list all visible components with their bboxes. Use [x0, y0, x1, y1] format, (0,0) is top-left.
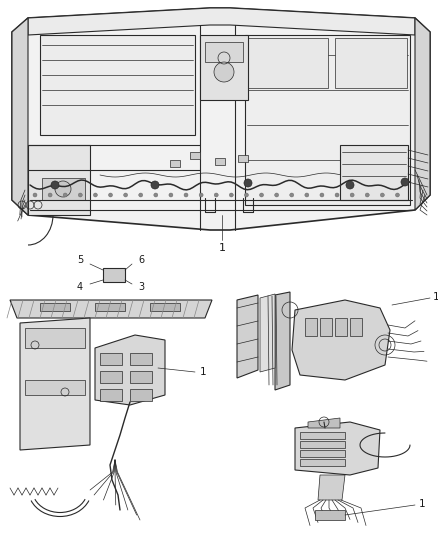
- Circle shape: [304, 193, 308, 197]
- Bar: [95, 303, 125, 311]
- Circle shape: [334, 193, 338, 197]
- Circle shape: [199, 193, 203, 197]
- Circle shape: [78, 193, 82, 197]
- Circle shape: [153, 193, 157, 197]
- Polygon shape: [95, 335, 165, 405]
- Polygon shape: [317, 475, 344, 500]
- Bar: [205, 42, 243, 62]
- Text: 1: 1: [418, 499, 425, 509]
- Text: 4: 4: [77, 282, 83, 292]
- Bar: [25, 380, 85, 395]
- Circle shape: [274, 193, 278, 197]
- Circle shape: [259, 193, 263, 197]
- Bar: [299, 450, 344, 457]
- Bar: [103, 268, 125, 282]
- Circle shape: [55, 181, 71, 197]
- Circle shape: [124, 193, 127, 197]
- Bar: [100, 353, 122, 365]
- Circle shape: [93, 193, 97, 197]
- Circle shape: [229, 193, 233, 197]
- Bar: [40, 35, 194, 135]
- Bar: [215, 158, 225, 165]
- Text: 1: 1: [200, 367, 206, 377]
- Circle shape: [350, 193, 353, 197]
- Polygon shape: [294, 422, 379, 475]
- Circle shape: [395, 193, 399, 197]
- Bar: [130, 353, 152, 365]
- Bar: [334, 38, 406, 88]
- Bar: [299, 459, 344, 466]
- Circle shape: [289, 193, 293, 197]
- Bar: [334, 318, 346, 336]
- Bar: [339, 145, 407, 200]
- Polygon shape: [10, 300, 212, 318]
- Circle shape: [345, 181, 353, 189]
- Circle shape: [108, 193, 112, 197]
- Bar: [200, 35, 247, 100]
- Bar: [150, 303, 180, 311]
- Circle shape: [379, 193, 384, 197]
- Bar: [190, 152, 200, 159]
- Circle shape: [244, 193, 248, 197]
- Circle shape: [184, 193, 187, 197]
- Polygon shape: [259, 294, 274, 372]
- Circle shape: [48, 193, 52, 197]
- Polygon shape: [12, 18, 28, 215]
- Bar: [25, 328, 85, 348]
- Polygon shape: [12, 8, 429, 230]
- Bar: [299, 441, 344, 448]
- Polygon shape: [307, 418, 339, 428]
- Circle shape: [33, 193, 37, 197]
- Circle shape: [151, 181, 159, 189]
- Polygon shape: [291, 300, 389, 380]
- Circle shape: [214, 193, 218, 197]
- Bar: [100, 389, 122, 401]
- Circle shape: [138, 193, 142, 197]
- Bar: [304, 318, 316, 336]
- Circle shape: [51, 181, 59, 189]
- Text: 1: 1: [218, 243, 225, 253]
- Circle shape: [63, 193, 67, 197]
- Circle shape: [244, 179, 251, 187]
- Bar: [349, 318, 361, 336]
- Bar: [314, 510, 344, 520]
- Circle shape: [319, 193, 323, 197]
- Polygon shape: [414, 18, 429, 210]
- Bar: [244, 35, 409, 205]
- Bar: [237, 155, 247, 162]
- Text: 5: 5: [77, 255, 83, 265]
- Polygon shape: [28, 8, 414, 35]
- Bar: [319, 318, 331, 336]
- Bar: [170, 160, 180, 167]
- Polygon shape: [237, 295, 258, 378]
- Bar: [40, 303, 70, 311]
- Bar: [130, 371, 152, 383]
- Text: 1: 1: [432, 292, 438, 302]
- Polygon shape: [28, 145, 90, 215]
- Circle shape: [400, 178, 408, 186]
- Bar: [299, 432, 344, 439]
- Circle shape: [213, 62, 233, 82]
- Bar: [130, 389, 152, 401]
- Bar: [100, 371, 122, 383]
- Polygon shape: [274, 292, 290, 390]
- Circle shape: [364, 193, 368, 197]
- Bar: [247, 38, 327, 88]
- Text: 6: 6: [138, 255, 144, 265]
- Polygon shape: [20, 318, 90, 450]
- Circle shape: [169, 193, 173, 197]
- Text: 3: 3: [138, 282, 144, 292]
- Polygon shape: [42, 178, 85, 200]
